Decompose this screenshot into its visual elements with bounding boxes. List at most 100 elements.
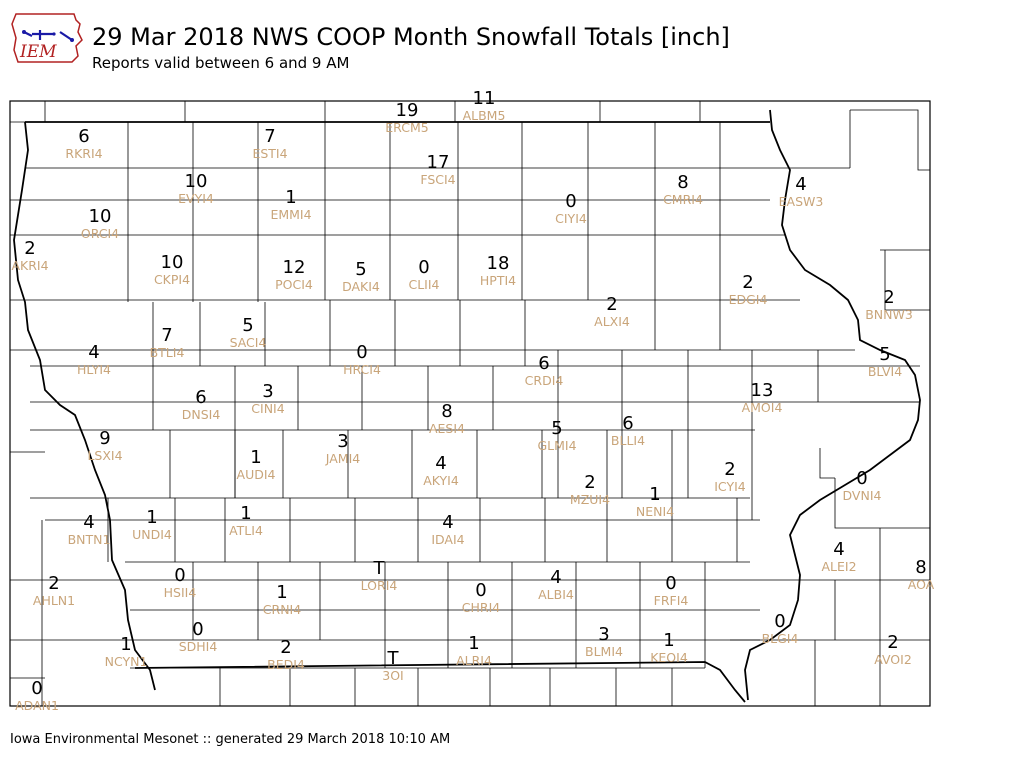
station-id: UNDI4 [132,527,172,542]
station-value: 5 [355,259,366,280]
station-id: BEDI4 [267,657,305,672]
station-id: CKPI4 [154,272,190,287]
station-id: ORCI4 [81,226,119,241]
station-value: 4 [795,174,806,195]
station-id: IDAI4 [431,532,464,547]
station-value: 1 [468,633,479,654]
station-id: CRNI4 [263,602,301,617]
station-value: 3 [262,381,273,402]
station-id: BLVI4 [868,364,902,379]
station-value: 2 [584,472,595,493]
station-value: 9 [99,428,110,449]
station-value: 3 [598,624,609,645]
station-value: 18 [487,253,510,274]
station-value: 2 [48,573,59,594]
station-value: 6 [78,126,89,147]
station-value: 0 [192,619,203,640]
station-id: 3OI [382,668,403,683]
station-value: 2 [883,287,894,308]
station-value: T [373,558,386,579]
station-id: ALBI4 [538,587,574,602]
station-value: 0 [31,678,42,699]
station-id: AVOI2 [874,652,912,667]
station-id: LSXI4 [87,448,122,463]
station-id: ATLI4 [229,523,263,538]
station-value: 11 [473,88,496,109]
station-value: 10 [161,252,184,273]
station-value: 8 [677,172,688,193]
station-id: FSCI4 [420,172,455,187]
station-id: ERCM5 [385,120,428,135]
station-id: AMOI4 [742,400,783,415]
station-value: 3 [337,431,348,452]
station-value: 0 [665,573,676,594]
station-value: 6 [195,387,206,408]
station-id: HLYI4 [77,362,111,377]
station-value: T [387,648,400,669]
station-id: AHLN1 [33,593,75,608]
station-value: 6 [538,353,549,374]
footer-credit: Iowa Environmental Mesonet :: generated … [10,732,451,747]
station-id: ALXI4 [594,314,630,329]
station-value: 8 [441,401,452,422]
station-id: RKRI4 [65,146,102,161]
station-value: 1 [120,634,131,655]
station-value: 2 [742,272,753,293]
station-id: ALRI4 [456,653,492,668]
station-value: 7 [161,325,172,346]
station-value: 1 [146,507,157,528]
station-id: NENI4 [636,504,674,519]
station-value: 13 [751,380,774,401]
station-value: 8 [915,557,926,578]
station-id: ALEI2 [821,559,856,574]
page-title: 29 Mar 2018 NWS COOP Month Snowfall Tota… [92,23,730,51]
station-value: 2 [887,632,898,653]
station-id: DVNI4 [843,488,882,503]
station-value: 19 [396,100,419,121]
station-value: 4 [83,512,94,533]
station-id: HSII4 [164,585,197,600]
page-subtitle: Reports valid between 6 and 9 AM [92,54,350,72]
station-value: 6 [622,413,633,434]
iem-logo: IEM [11,13,83,63]
station-value: 2 [24,238,35,259]
station-id: BLGI4 [762,631,799,646]
station-value: 1 [663,630,674,651]
station-id: ICYI4 [714,479,746,494]
station-value: 0 [174,565,185,586]
station-id: BLLI4 [611,433,645,448]
station-value: 1 [250,447,261,468]
station-id: AKRI4 [11,258,48,273]
station-id: AUDI4 [237,467,276,482]
station-value: 4 [435,453,446,474]
station-id: CRDI4 [525,373,564,388]
station-value: 2 [606,294,617,315]
station-id: AESI4 [429,421,465,436]
station-value: 0 [418,257,429,278]
station-id: AOA [908,577,935,592]
station-id: EVYI4 [178,191,214,206]
station-id: EMMI4 [270,207,311,222]
station-value: 1 [240,503,251,524]
station-value: 4 [88,342,99,363]
station-value: 2 [724,459,735,480]
station-id: KEOI4 [650,650,688,665]
station-value: 0 [856,468,867,489]
station-id: CINI4 [251,401,284,416]
station-id: FRFI4 [654,593,689,608]
station-value: 1 [276,582,287,603]
station-id: BLMI4 [585,644,623,659]
station-value: 4 [442,512,453,533]
station-id: EDGI4 [729,292,768,307]
station-id: AKYI4 [423,473,459,488]
station-id: HPTI4 [480,273,516,288]
station-value: 0 [774,611,785,632]
station-id: BNTN1 [68,532,111,547]
station-id: BNNW3 [865,307,913,322]
station-value: 5 [879,344,890,365]
station-id: SACI4 [230,335,267,350]
station-id: POCI4 [275,277,313,292]
station-id: BTLI4 [150,345,185,360]
station-id: CMRI4 [663,192,703,207]
